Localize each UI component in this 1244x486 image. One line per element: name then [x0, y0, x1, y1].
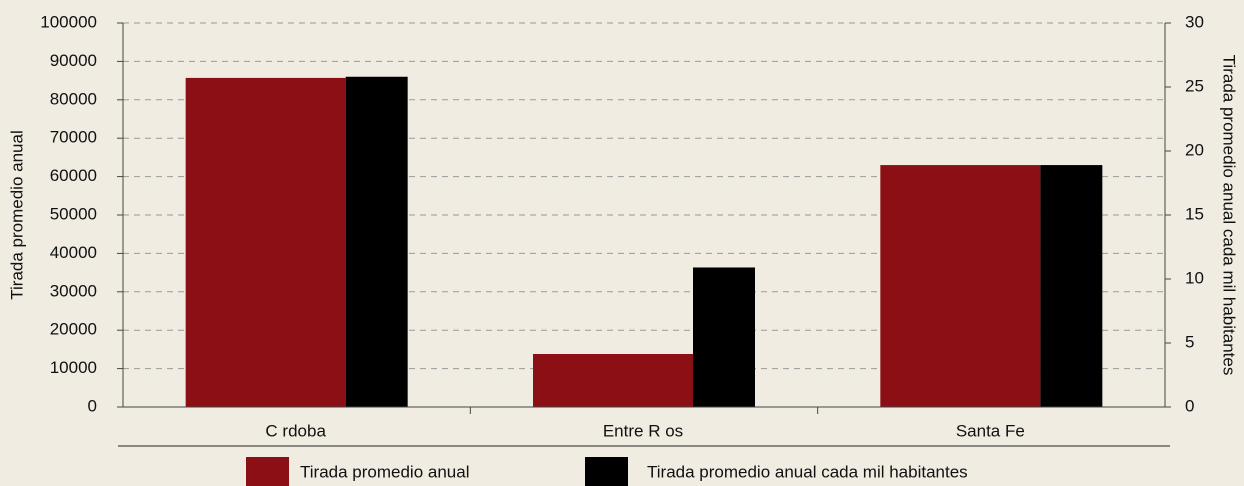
bar	[533, 354, 693, 407]
bar	[880, 165, 1041, 407]
x-tick-label: Santa Fe	[956, 421, 1025, 440]
bar	[345, 76, 408, 407]
legend-label: Tirada promedio anual cada mil habitante…	[647, 462, 968, 481]
x-tick-label: Entre R os	[603, 421, 683, 440]
y-tick-label: 80000	[50, 89, 97, 108]
x-tick-label: C rdoba	[265, 421, 326, 440]
bar	[693, 267, 755, 407]
y2-tick-label: 0	[1185, 396, 1194, 415]
y-tick-label: 10000	[50, 358, 97, 377]
bar	[1040, 165, 1103, 407]
y-axis-title: Tirada promedio anual	[7, 130, 26, 299]
y2-tick-label: 20	[1185, 140, 1204, 159]
y-tick-label: 20000	[50, 320, 97, 339]
y2-axis-title: Tirada promedio anual cada mil habitante…	[1220, 55, 1239, 376]
legend-label: Tirada promedio anual	[300, 462, 469, 481]
y2-tick-label: 10	[1185, 268, 1204, 287]
y-tick-label: 30000	[50, 281, 97, 300]
y-tick-label: 50000	[50, 204, 97, 223]
y-tick-label: 100000	[40, 12, 97, 31]
y-tick-label: 0	[88, 396, 97, 415]
y-tick-label: 60000	[50, 166, 97, 185]
legend-swatch	[246, 457, 289, 486]
y-tick-label: 90000	[50, 51, 97, 70]
y2-tick-label: 15	[1185, 204, 1204, 223]
y-tick-label: 40000	[50, 243, 97, 262]
y2-tick-label: 5	[1185, 332, 1194, 351]
y-tick-label: 70000	[50, 128, 97, 147]
y2-tick-label: 25	[1185, 76, 1204, 95]
bar	[185, 77, 346, 408]
legend-swatch	[585, 457, 628, 486]
y2-tick-label: 30	[1185, 12, 1204, 31]
